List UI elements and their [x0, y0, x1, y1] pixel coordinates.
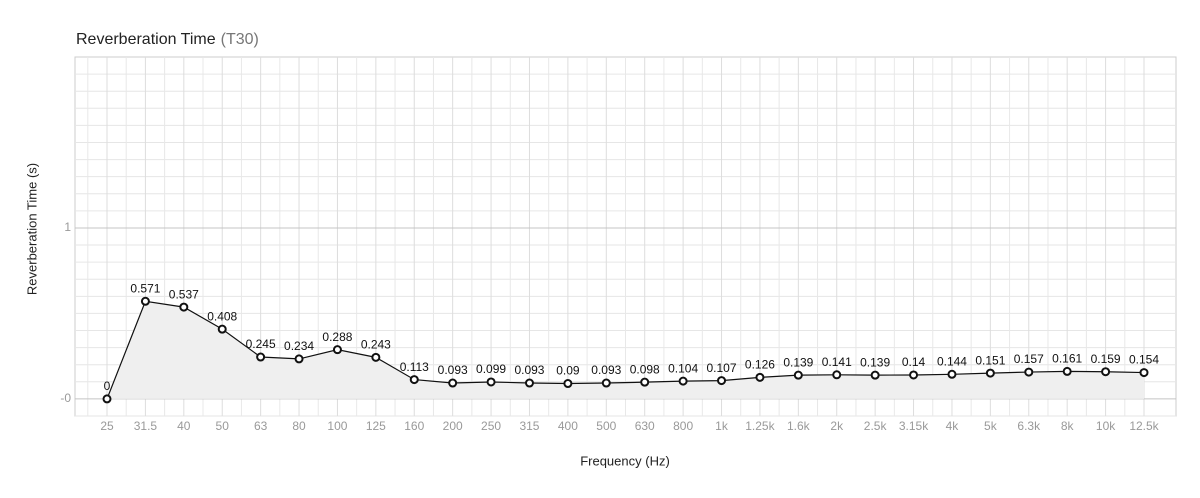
value-label: 0.243: [361, 338, 391, 352]
value-label: 0.107: [707, 361, 737, 375]
x-tick-label: 63: [254, 419, 268, 433]
value-label: 0.099: [476, 362, 506, 376]
value-label: 0.234: [284, 339, 314, 353]
x-tick-label: 250: [481, 419, 501, 433]
x-tick-label: 100: [327, 419, 347, 433]
x-tick-label: 25: [100, 419, 114, 433]
point: [832, 370, 842, 380]
x-tick-label: 1.6k: [787, 419, 811, 433]
value-label: 0.288: [322, 330, 352, 344]
x-tick-label: 2k: [830, 419, 844, 433]
value-label: 0.139: [783, 355, 813, 369]
x-tick-label: 50: [216, 419, 230, 433]
x-tick-label: 10k: [1096, 419, 1116, 433]
point: [985, 368, 995, 378]
x-tick-label: 4k: [946, 419, 960, 433]
chart-title: Reverberation Time: [76, 31, 216, 48]
point: [179, 302, 189, 312]
point: [1101, 367, 1111, 377]
x-tick-label: 400: [558, 419, 578, 433]
value-label: 0.093: [438, 363, 468, 377]
x-axis-label: Frequency (Hz): [580, 453, 670, 468]
value-label: 0.245: [246, 337, 276, 351]
point: [640, 377, 650, 387]
value-label: 0.093: [591, 363, 621, 377]
value-label: 0.161: [1052, 352, 1082, 366]
value-label: 0.113: [400, 360, 429, 374]
point: [870, 370, 880, 380]
line: [106, 300, 1145, 400]
value-label: 0.104: [668, 361, 698, 375]
point: [332, 345, 342, 355]
area: [107, 301, 1144, 399]
value-label: 0.408: [207, 309, 237, 323]
x-tick-label: 800: [673, 419, 693, 433]
point: [793, 370, 803, 380]
point: [678, 376, 688, 386]
x-tick-label: 5k: [984, 419, 998, 433]
x-tick-label: 2.5k: [864, 419, 888, 433]
x-tick-label: 1.25k: [745, 419, 775, 433]
point: [256, 352, 266, 362]
point: [1139, 368, 1149, 378]
point: [717, 376, 727, 386]
y-tick-label: 1: [64, 220, 71, 234]
value-label: 0.139: [860, 355, 890, 369]
x-tick-label: 200: [443, 419, 463, 433]
x-tick-label: 8k: [1061, 419, 1075, 433]
point: [601, 378, 611, 388]
point: [409, 375, 419, 385]
value-label: 0.154: [1129, 353, 1159, 367]
value-label: 0.159: [1091, 352, 1121, 366]
value-label: 0.14: [902, 355, 926, 369]
x-tick-label: 80: [292, 419, 306, 433]
y-tick-label: -0: [60, 391, 71, 405]
point: [524, 378, 534, 388]
x-tick-label: 125: [366, 419, 386, 433]
x-tick-label: 31.5: [134, 419, 158, 433]
value-label: 0.157: [1014, 352, 1044, 366]
point: [563, 379, 573, 389]
x-tick-label: 6.3k: [1017, 419, 1041, 433]
value-label: 0.098: [630, 362, 660, 376]
point: [102, 394, 112, 404]
x-tick-label: 1k: [715, 419, 729, 433]
x-tick-label: 630: [635, 419, 655, 433]
point: [371, 352, 381, 362]
point: [1024, 367, 1034, 377]
point: [294, 354, 304, 364]
point: [1062, 366, 1072, 376]
value-label: 0.126: [745, 358, 775, 372]
x-tick-label: 315: [519, 419, 539, 433]
value-label: 0.141: [822, 355, 852, 369]
value-label: 0.571: [130, 281, 160, 295]
x-tick-label: 40: [177, 419, 191, 433]
point: [448, 378, 458, 388]
y-axis-label: Reverberation Time (s): [24, 163, 39, 295]
value-label: 0.537: [169, 287, 199, 301]
value-label: 0.09: [556, 364, 580, 378]
point: [755, 372, 765, 382]
x-tick-label: 12.5k: [1129, 419, 1159, 433]
point: [140, 296, 150, 306]
value-label: 0.093: [514, 363, 544, 377]
point: [217, 324, 227, 334]
x-tick-label: 3.15k: [899, 419, 929, 433]
point: [486, 377, 496, 387]
value-label: 0.144: [937, 354, 967, 368]
value-label: 0.151: [975, 353, 1005, 367]
point: [909, 370, 919, 380]
chart-title-note: (T30): [221, 31, 259, 48]
value-label: 0: [104, 379, 111, 393]
point: [947, 369, 957, 379]
x-tick-label: 160: [404, 419, 424, 433]
x-tick-label: 500: [596, 419, 616, 433]
